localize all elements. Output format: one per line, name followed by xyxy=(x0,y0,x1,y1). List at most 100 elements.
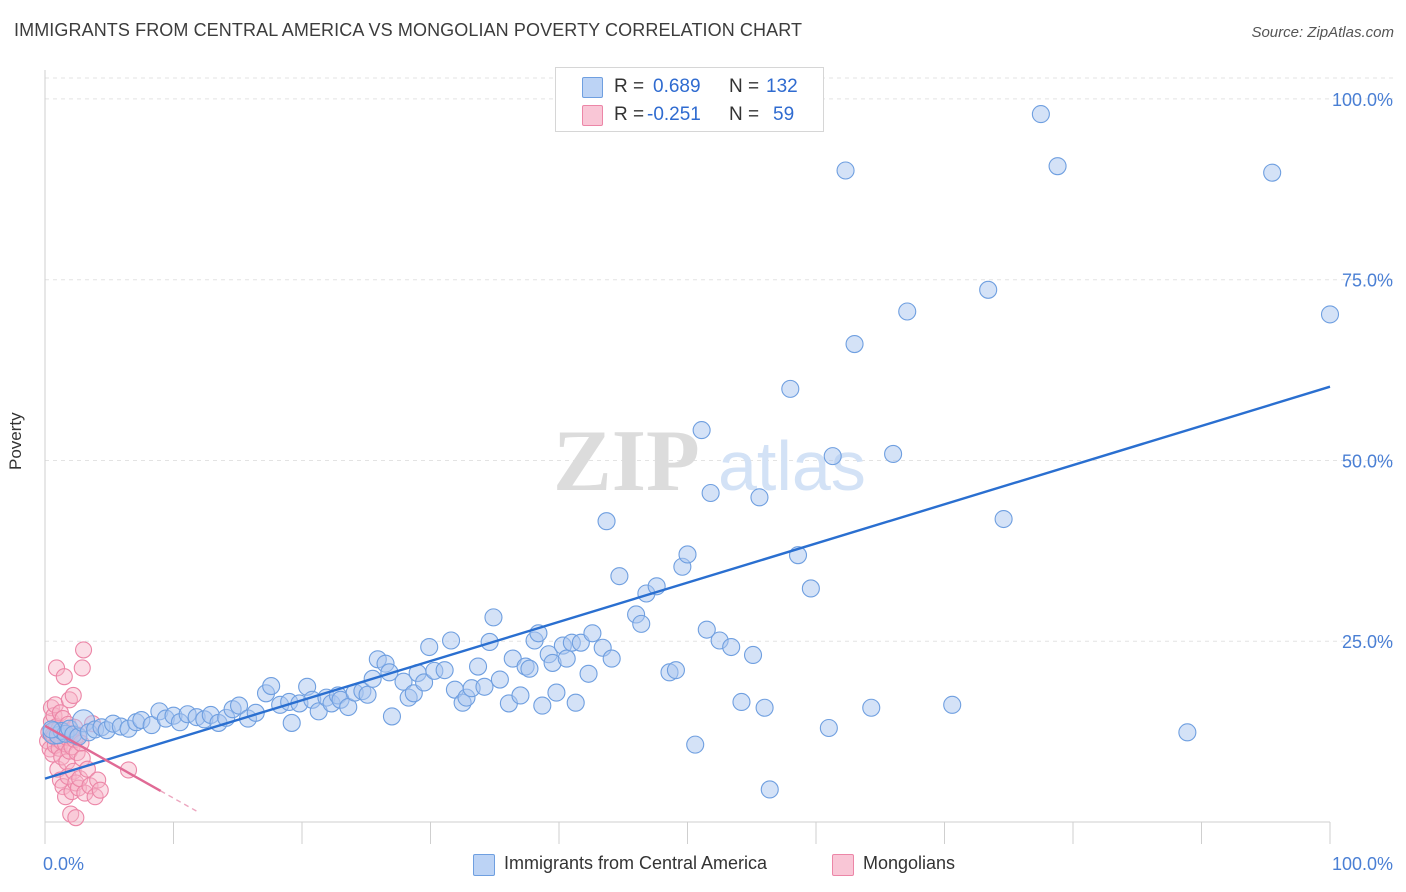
central-america-point xyxy=(579,664,598,683)
central-america-point xyxy=(801,579,820,598)
central-america-point xyxy=(557,649,576,668)
mongolian-point xyxy=(75,641,93,659)
central-america-point xyxy=(382,707,402,726)
central-america-point xyxy=(475,677,494,696)
y-tick-label: 25.0% xyxy=(1342,632,1393,652)
central-america-point xyxy=(743,645,763,665)
central-america-point xyxy=(547,683,566,702)
central-america-point xyxy=(836,161,855,180)
central-america-point xyxy=(597,512,616,531)
central-america-point xyxy=(823,447,842,466)
legend-item-mongolians[interactable]: Mongolians xyxy=(832,852,982,878)
central-america-point xyxy=(520,659,539,678)
central-america-point xyxy=(678,545,697,564)
central-america-point xyxy=(1031,105,1050,124)
legend-swatch-blue xyxy=(473,854,495,876)
x-tick-label: 100.0% xyxy=(1332,854,1393,874)
central-america-point xyxy=(898,302,917,321)
stats-swatch-blue xyxy=(582,77,603,98)
stats-row-pink: R = -0.251 N = 59 xyxy=(556,101,823,129)
mongolians-trend-extension xyxy=(160,790,200,814)
central-america-point xyxy=(1178,723,1197,742)
central-america-point xyxy=(979,280,998,299)
axis-layer xyxy=(44,70,1331,844)
stats-n-value: 132 xyxy=(766,76,798,97)
legend-label: Mongolians xyxy=(863,853,956,873)
legend-label: Immigrants from Central America xyxy=(504,853,768,873)
central-america-point xyxy=(692,421,711,440)
central-america-point xyxy=(845,334,864,354)
central-america-point xyxy=(760,780,779,799)
watermark-zip: ZIP xyxy=(553,413,700,510)
central-america-point xyxy=(503,649,522,668)
central-america-point xyxy=(262,677,281,696)
stats-swatch-pink xyxy=(582,105,603,126)
stats-r-value: -0.251 xyxy=(647,104,701,125)
central-america-point xyxy=(781,379,800,398)
legend-item-central-america[interactable]: Immigrants from Central America xyxy=(473,852,813,878)
central-america-point xyxy=(282,713,301,732)
stats-box: R = 0.689 N = 132 R = -0.251 N = 59 xyxy=(555,67,824,132)
central-america-point xyxy=(602,649,621,668)
central-america-point xyxy=(511,686,530,705)
central-america-point xyxy=(884,444,903,464)
central-america-point xyxy=(484,608,503,627)
central-america-point xyxy=(732,692,751,712)
tick-label-layer: 25.0% 50.0% 75.0% 100.0% 0.0% 100.0% xyxy=(43,90,1393,874)
mongolian-point xyxy=(89,771,107,789)
central-america-point xyxy=(701,483,720,503)
central-america-point xyxy=(943,695,962,714)
stats-n-label: N = xyxy=(729,104,760,125)
central-america-point xyxy=(420,637,439,657)
central-america-point xyxy=(583,624,602,643)
central-america-points xyxy=(42,105,1340,799)
trend-layer xyxy=(44,385,1331,814)
mongolian-point xyxy=(91,781,109,799)
mongolian-point xyxy=(73,659,91,677)
central-america-point xyxy=(697,620,716,639)
central-america-point xyxy=(686,735,705,754)
central-america-point xyxy=(415,673,434,692)
mongolian-point xyxy=(64,686,82,705)
stats-row-blue: R = 0.689 N = 132 xyxy=(556,73,823,101)
source-credit: Source: ZipAtlas.com xyxy=(1251,24,1394,41)
central-america-point xyxy=(610,567,629,586)
central-america-point xyxy=(435,661,454,680)
central-america-point xyxy=(819,718,838,738)
central-america-point xyxy=(229,696,249,715)
grid-layer xyxy=(45,77,1395,642)
stats-r-label: R = xyxy=(614,104,645,125)
central-america-point xyxy=(862,698,881,717)
central-america-point xyxy=(722,637,741,657)
stats-r-value: 0.689 xyxy=(653,76,701,97)
central-america-point xyxy=(994,509,1013,529)
mongolians-trend-line xyxy=(44,724,162,792)
y-tick-label: 100.0% xyxy=(1332,90,1393,110)
y-tick-label: 50.0% xyxy=(1342,451,1393,471)
mongolians-points xyxy=(39,641,138,827)
legend-swatch-pink xyxy=(832,854,854,876)
central-america-point xyxy=(666,661,685,680)
central-america-point xyxy=(755,698,774,717)
central-america-point xyxy=(468,657,488,676)
y-tick-label: 75.0% xyxy=(1342,271,1393,291)
central-america-trend-line xyxy=(44,385,1331,780)
central-america-point xyxy=(566,693,585,712)
mongolian-point xyxy=(55,668,73,686)
central-america-point xyxy=(1320,305,1340,324)
mongolian-point xyxy=(67,809,85,827)
central-america-point xyxy=(442,631,461,650)
watermark-layer: ZIP atlas xyxy=(553,413,866,510)
central-america-point xyxy=(309,702,328,721)
central-america-point xyxy=(358,685,377,704)
x-tick-label: 0.0% xyxy=(43,854,84,874)
central-america-point xyxy=(533,696,552,715)
central-america-point xyxy=(1263,163,1282,182)
stats-r-label: R = xyxy=(614,76,645,97)
central-america-point xyxy=(750,488,769,507)
stats-n-value: 59 xyxy=(773,104,795,125)
stats-n-label: N = xyxy=(729,76,760,97)
watermark-atlas: atlas xyxy=(718,427,866,505)
central-america-point xyxy=(1048,157,1067,176)
